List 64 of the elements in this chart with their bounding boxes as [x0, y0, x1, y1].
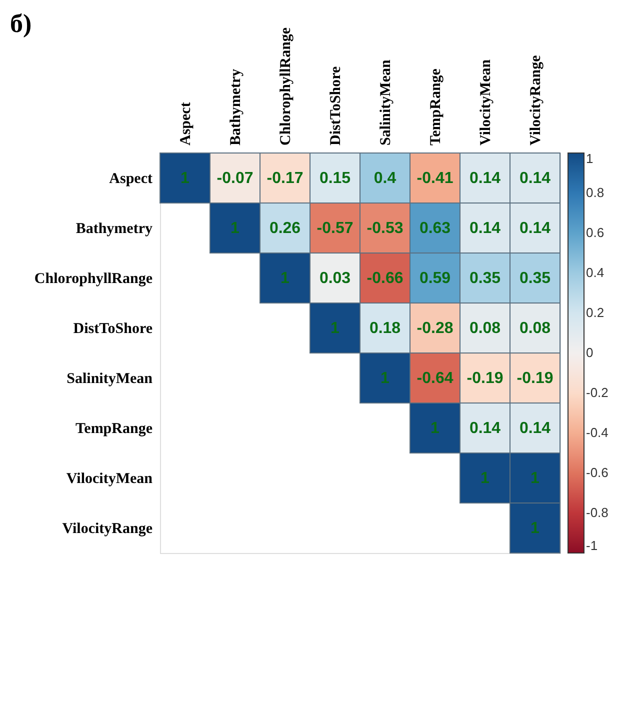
data-label: 0.35: [519, 270, 551, 287]
data-label: 1: [530, 470, 540, 487]
y-tick-label: Aspect: [109, 171, 152, 187]
color-bar-label: 1: [586, 151, 594, 166]
chart-title: б): [10, 8, 32, 38]
x-tick-label: VilocityMean: [478, 58, 494, 146]
data-label: 0.14: [469, 220, 501, 237]
data-label: -0.57: [316, 220, 354, 237]
data-label: 0.14: [469, 420, 501, 437]
data-label: 0.03: [319, 270, 351, 287]
y-tick-label: VilocityRange: [62, 521, 153, 537]
data-label: 0.14: [519, 220, 551, 237]
data-label: 0.08: [469, 320, 501, 337]
data-label: 1: [530, 520, 540, 537]
data-label: 0.35: [469, 270, 501, 287]
color-bar-label: -0.2: [586, 385, 608, 400]
x-tick-label: Aspect: [178, 102, 194, 146]
x-tick-label: Bathymetry: [228, 68, 244, 146]
data-label: 1: [330, 320, 340, 337]
data-label: -0.07: [216, 170, 254, 187]
color-bar-label: 0.8: [586, 185, 604, 200]
y-tick-label: ChlorophyllRange: [34, 271, 153, 287]
color-bar-label: -0.8: [586, 505, 608, 520]
data-label: 0.14: [519, 170, 551, 187]
data-label: 1: [230, 220, 240, 237]
color-bar-label: -0.4: [586, 425, 608, 440]
data-label: -0.64: [416, 370, 454, 387]
y-tick-label: VilocityMean: [66, 471, 154, 487]
x-tick-label: TempRange: [428, 68, 444, 146]
data-label: 0.15: [319, 170, 351, 187]
color-bar-label: -1: [586, 538, 598, 553]
x-tick-label: DistToShore: [328, 66, 344, 146]
data-label: 0.14: [519, 420, 551, 437]
data-label: 1: [380, 370, 390, 387]
data-label: -0.41: [416, 170, 454, 187]
data-label: 1: [280, 270, 290, 287]
data-label: 1: [480, 470, 490, 487]
data-label: -0.66: [366, 270, 404, 287]
data-label: 0.14: [469, 170, 501, 187]
x-tick-label: SalinityMean: [378, 59, 394, 146]
data-label: 0.4: [374, 170, 396, 187]
color-bar-label: 0.6: [586, 225, 604, 240]
data-label: -0.19: [466, 370, 504, 387]
color-bar-label: -0.6: [586, 465, 608, 480]
data-label: -0.17: [266, 170, 304, 187]
color-bar-label: 0: [586, 345, 594, 360]
data-label: -0.19: [516, 370, 554, 387]
data-label: -0.53: [366, 220, 404, 237]
y-tick-label: Bathymetry: [76, 221, 153, 237]
data-label: 0.63: [419, 220, 451, 237]
data-label: 1: [430, 420, 440, 437]
data-label: 0.26: [269, 220, 301, 237]
y-tick-label: SalinityMean: [66, 371, 154, 387]
data-label: 0.08: [519, 320, 551, 337]
y-tick-label: TempRange: [76, 421, 153, 437]
color-bar-label: 0.4: [586, 265, 604, 280]
x-tick-label: VilocityRange: [528, 54, 544, 146]
x-tick-label: ChlorophyllRange: [278, 27, 294, 146]
color-bar-label: 0.2: [586, 305, 604, 320]
data-label: 1: [180, 170, 190, 187]
data-label: 0.59: [419, 270, 451, 287]
y-tick-label: DistToShore: [73, 321, 153, 337]
data-label: -0.28: [416, 320, 454, 337]
data-label: 0.18: [369, 320, 401, 337]
